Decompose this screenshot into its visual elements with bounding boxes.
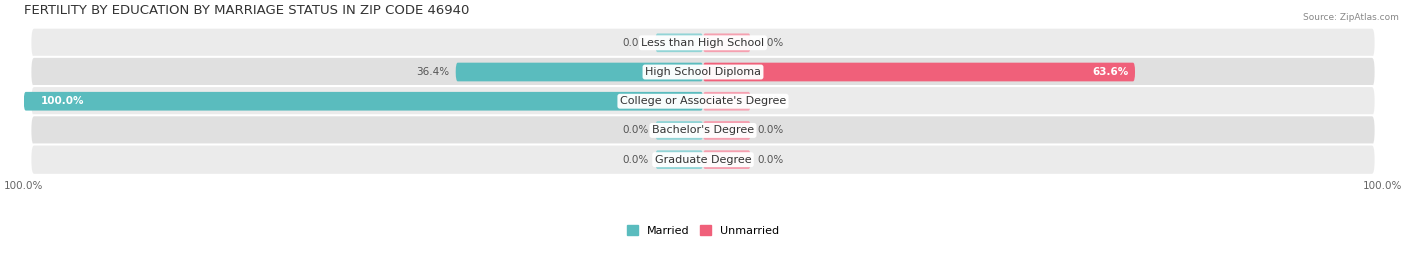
FancyBboxPatch shape bbox=[655, 33, 703, 52]
Text: 0.0%: 0.0% bbox=[758, 155, 783, 165]
Text: 0.0%: 0.0% bbox=[623, 155, 648, 165]
Text: 63.6%: 63.6% bbox=[1092, 67, 1128, 77]
FancyBboxPatch shape bbox=[703, 121, 751, 140]
Text: 0.0%: 0.0% bbox=[623, 125, 648, 135]
Text: 0.0%: 0.0% bbox=[623, 38, 648, 48]
FancyBboxPatch shape bbox=[655, 150, 703, 169]
Text: 0.0%: 0.0% bbox=[758, 125, 783, 135]
Text: FERTILITY BY EDUCATION BY MARRIAGE STATUS IN ZIP CODE 46940: FERTILITY BY EDUCATION BY MARRIAGE STATU… bbox=[24, 4, 470, 17]
Text: Bachelor's Degree: Bachelor's Degree bbox=[652, 125, 754, 135]
FancyBboxPatch shape bbox=[456, 63, 703, 81]
FancyBboxPatch shape bbox=[31, 115, 1375, 146]
Text: High School Diploma: High School Diploma bbox=[645, 67, 761, 77]
FancyBboxPatch shape bbox=[703, 33, 751, 52]
FancyBboxPatch shape bbox=[24, 92, 703, 111]
Text: 0.0%: 0.0% bbox=[758, 96, 783, 106]
Text: Source: ZipAtlas.com: Source: ZipAtlas.com bbox=[1303, 13, 1399, 22]
FancyBboxPatch shape bbox=[31, 28, 1375, 58]
FancyBboxPatch shape bbox=[703, 92, 751, 111]
Text: Graduate Degree: Graduate Degree bbox=[655, 155, 751, 165]
FancyBboxPatch shape bbox=[31, 57, 1375, 87]
Text: College or Associate's Degree: College or Associate's Degree bbox=[620, 96, 786, 106]
Text: Less than High School: Less than High School bbox=[641, 38, 765, 48]
Text: 36.4%: 36.4% bbox=[416, 67, 449, 77]
FancyBboxPatch shape bbox=[31, 86, 1375, 116]
FancyBboxPatch shape bbox=[31, 144, 1375, 175]
Text: 100.0%: 100.0% bbox=[41, 96, 84, 106]
FancyBboxPatch shape bbox=[703, 150, 751, 169]
FancyBboxPatch shape bbox=[655, 121, 703, 140]
Text: 0.0%: 0.0% bbox=[758, 38, 783, 48]
FancyBboxPatch shape bbox=[703, 63, 1135, 81]
Legend: Married, Unmarried: Married, Unmarried bbox=[621, 220, 785, 240]
